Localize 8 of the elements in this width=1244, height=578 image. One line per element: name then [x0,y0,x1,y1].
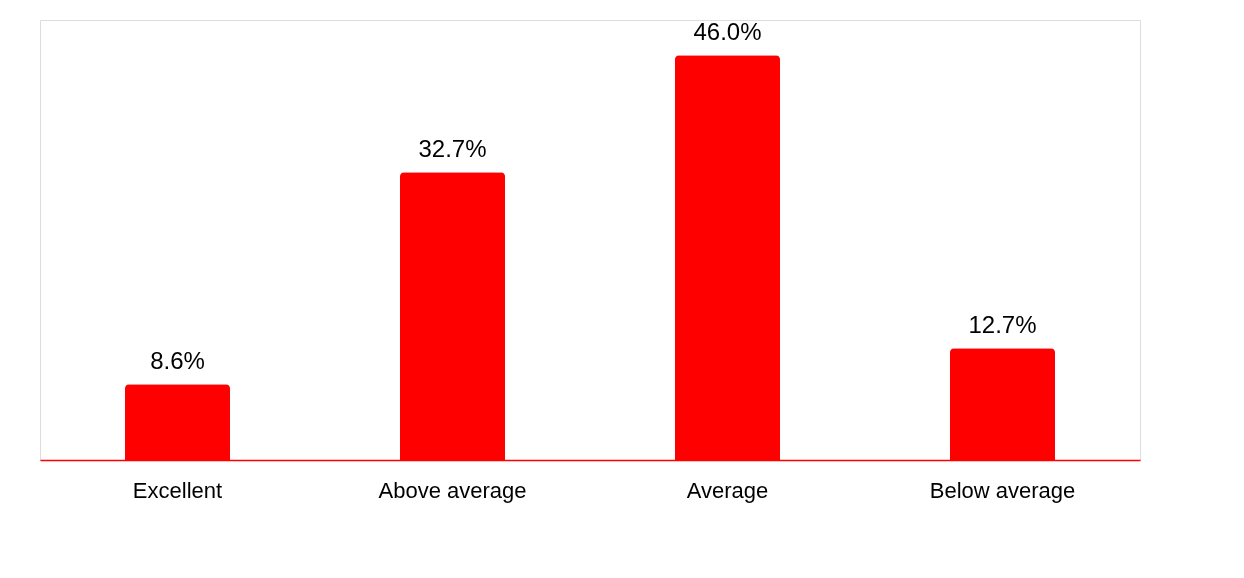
x-tick-label: Excellent [132,477,223,503]
data-label: 12.7% [968,311,1037,339]
data-label: 32.7% [418,135,487,163]
data-label: 46.0% [693,18,762,46]
x-tick-label: Average [686,477,769,503]
data-label: 8.6% [150,347,205,375]
x-tick-label: Above average [378,477,527,503]
x-tick-label: Below average [929,477,1076,503]
